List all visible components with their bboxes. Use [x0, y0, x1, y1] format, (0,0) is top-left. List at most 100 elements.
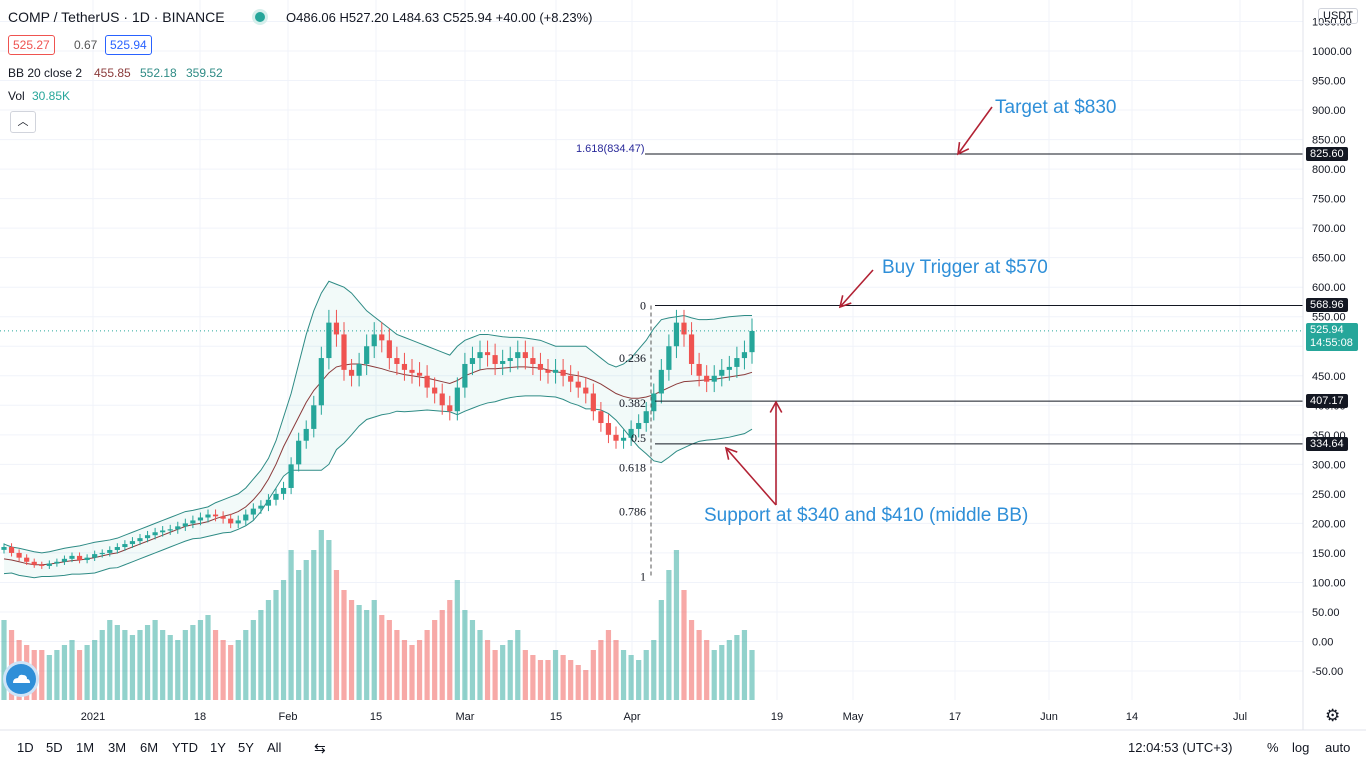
- candle-body: [273, 493, 279, 500]
- candle-body: [439, 393, 445, 406]
- timeframe-3m-button[interactable]: 3M: [108, 740, 127, 755]
- horizontal-lines: [0, 153, 1303, 445]
- candle-body: [212, 514, 219, 517]
- timeframe-6m-button[interactable]: 6M: [140, 740, 159, 755]
- volume-bar: [228, 645, 234, 700]
- candle-body: [515, 352, 521, 359]
- collapse-legend-button[interactable]: ︿: [10, 111, 36, 133]
- candle-body: [288, 464, 294, 488]
- timeframe-all-button[interactable]: All: [267, 740, 282, 755]
- volume-bar: [92, 640, 98, 700]
- volume-bar: [666, 570, 672, 700]
- current-price-label: 525.94 14:55:08: [1306, 323, 1358, 351]
- x-tick-label: 18: [194, 711, 206, 723]
- x-tick-label: Mar: [456, 711, 475, 723]
- sell-price-button[interactable]: 525.27: [8, 35, 55, 55]
- y-tick-label: 300.00: [1312, 459, 1346, 471]
- buy-line-price: 568.96: [1306, 298, 1348, 312]
- bar-countdown: 14:55:08: [1310, 337, 1353, 349]
- volume-bar: [144, 625, 151, 700]
- volume-bar: [432, 620, 438, 700]
- volume-bar: [462, 610, 468, 700]
- timeframe-1d-button[interactable]: 1D: [17, 740, 34, 755]
- candle-body: [318, 358, 324, 406]
- cloud-icon: [13, 674, 30, 683]
- time-axis[interactable]: 2021 18 Feb 15 Mar 15 Apr 19 May 17 Jun 14 Jul: [81, 711, 1247, 723]
- volume-bar: [265, 600, 272, 700]
- volume-bar: [500, 645, 506, 700]
- timeframe-1m-button[interactable]: 1M: [76, 740, 95, 755]
- fib-level-label: 1: [640, 570, 646, 584]
- candle-body: [432, 387, 438, 394]
- candle-body: [424, 375, 430, 388]
- candle-body: [61, 558, 68, 562]
- candle-body: [220, 516, 226, 519]
- tradingview-logo-icon[interactable]: [6, 664, 36, 694]
- candle-body: [545, 369, 551, 373]
- volume-bar: [522, 650, 528, 700]
- volume-bar: [469, 620, 476, 700]
- date-range-icon[interactable]: ⇆: [314, 740, 326, 756]
- candle-body: [333, 322, 340, 335]
- volume-bar: [688, 620, 695, 700]
- candle-body: [265, 499, 272, 506]
- volume-bar: [1, 620, 7, 700]
- candle-body: [8, 547, 15, 553]
- candle-body: [311, 405, 317, 429]
- percent-scale-button[interactable]: %: [1267, 740, 1279, 755]
- volume-bar: [205, 615, 211, 700]
- fib-level-label: 0.618: [619, 460, 646, 474]
- candle-body: [726, 366, 732, 370]
- buy-price-button[interactable]: 525.94: [105, 35, 152, 55]
- candle-body: [1, 547, 7, 550]
- candle-body: [364, 346, 370, 364]
- y-tick-label: 550.00: [1312, 312, 1346, 324]
- volume-bar: [273, 590, 279, 700]
- candle-body: [205, 514, 211, 518]
- support-arrow-left-head: [724, 446, 738, 460]
- fib-retracement: 0 0.236 0.382 0.5 0.618 0.786 1: [619, 299, 652, 584]
- mid-line-price: 407.17: [1306, 394, 1348, 408]
- volume-bar: [636, 660, 642, 700]
- timeframe-5y-button[interactable]: 5Y: [238, 740, 254, 755]
- log-scale-button[interactable]: log: [1292, 740, 1310, 755]
- currency-badge[interactable]: USDT: [1318, 8, 1358, 24]
- timeframe-5d-button[interactable]: 5D: [46, 740, 63, 755]
- fib-level-label: 0.236: [619, 351, 646, 365]
- volume-bar: [719, 645, 725, 700]
- target-arrow: [957, 106, 993, 155]
- volume-bar: [54, 650, 60, 700]
- candle-body: [522, 352, 528, 359]
- symbol-title[interactable]: COMP / TetherUS · 1D · BINANCE: [8, 9, 225, 25]
- candle-body: [258, 505, 264, 509]
- volume-bar: [447, 600, 453, 700]
- volume-bar: [734, 635, 740, 700]
- bb-upper-value: 552.18: [140, 66, 177, 80]
- y-tick-label: 250.00: [1312, 489, 1346, 501]
- candle-body: [749, 330, 755, 353]
- volume-bar: [726, 640, 732, 700]
- timeframe-ytd-button[interactable]: YTD: [172, 740, 198, 755]
- candle-body: [31, 561, 37, 565]
- candle-body: [341, 334, 347, 370]
- candle-body: [386, 340, 392, 359]
- y-tick-label: 750.00: [1312, 194, 1346, 206]
- clock-timezone[interactable]: 12:04:53 (UTC+3): [1128, 740, 1233, 755]
- volume-bar: [492, 650, 498, 700]
- candle-body: [651, 393, 657, 412]
- auto-scale-button[interactable]: auto: [1325, 740, 1351, 755]
- volume-indicator-label[interactable]: Vol: [8, 89, 25, 103]
- candle-body: [492, 355, 498, 364]
- candle-body: [537, 363, 544, 370]
- x-tick-label: 15: [370, 711, 382, 723]
- settings-gear-icon[interactable]: ⚙: [1325, 706, 1341, 725]
- candle-body: [484, 352, 491, 356]
- bb-indicator-label[interactable]: BB 20 close 2: [8, 66, 83, 80]
- volume-value: 30.85K: [32, 89, 71, 103]
- volume-bar: [379, 615, 385, 700]
- timeframe-1y-button[interactable]: 1Y: [210, 740, 226, 755]
- candle-body: [643, 411, 649, 424]
- volume-bar: [681, 590, 687, 700]
- volume-bar: [99, 630, 105, 700]
